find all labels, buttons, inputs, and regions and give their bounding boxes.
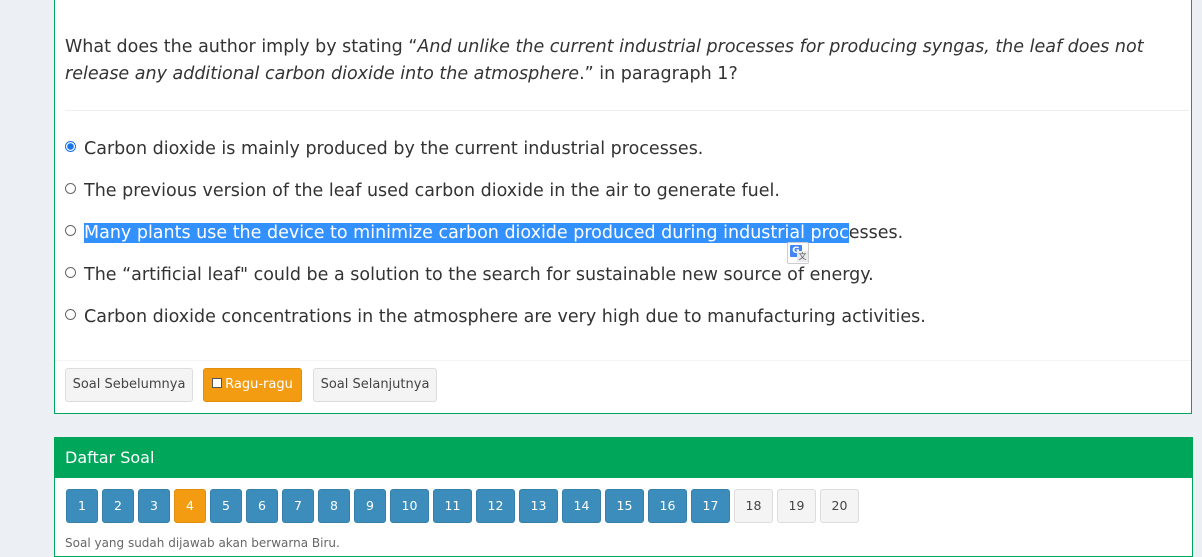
translate-char-glyph: 文 <box>797 251 808 262</box>
next-question-button[interactable]: Soal Selanjutnya <box>313 368 437 402</box>
selected-text-highlight: Many plants use the device to minimize c… <box>84 223 849 243</box>
question-number-button[interactable]: 20 <box>820 489 859 523</box>
answer-option-e[interactable]: Carbon dioxide concentrations in the atm… <box>65 296 926 338</box>
question-number-button[interactable]: 7 <box>282 489 314 523</box>
answer-options: Carbon dioxide is mainly produced by the… <box>65 128 926 338</box>
question-number-button[interactable]: 8 <box>318 489 350 523</box>
question-suffix: .” in paragraph 1? <box>579 64 738 84</box>
question-number-button[interactable]: 12 <box>476 489 515 523</box>
question-number-grid: 1 2 3 4 5 6 7 8 9 10 11 12 13 14 15 16 17 18 19 20 <box>66 489 859 523</box>
legend-note: Soal yang sudah dijawab akan berwarna Bi… <box>65 536 340 550</box>
google-translate-icon[interactable]: G 文 <box>787 242 809 264</box>
question-list-panel: Daftar Soal 1 2 3 4 5 6 7 8 9 10 11 12 13 14 15 16 17 18 1… <box>54 437 1193 557</box>
option-label-rest: esses. <box>848 223 904 243</box>
answer-option-d[interactable]: The “artificial leaf" could be a solutio… <box>65 254 926 296</box>
question-panel: What does the author imply by stating “A… <box>54 0 1192 414</box>
question-number-button[interactable]: 6 <box>246 489 278 523</box>
divider <box>55 360 1191 361</box>
question-number-button[interactable]: 11 <box>433 489 472 523</box>
question-quote: And unlike the current industrial proces… <box>65 37 1144 84</box>
answer-option-c[interactable]: Many plants use the device to minimize c… <box>65 212 926 254</box>
checkbox-icon[interactable] <box>212 378 223 388</box>
option-label: Many plants use the device to minimize c… <box>84 223 903 243</box>
divider <box>65 110 1189 111</box>
question-number-button[interactable]: 4 <box>174 489 206 523</box>
question-prefix: What does the author imply by stating “ <box>65 37 418 57</box>
question-number-button[interactable]: 17 <box>691 489 730 523</box>
doubtful-label: Ragu-ragu <box>225 377 293 392</box>
question-text: What does the author imply by stating “A… <box>65 34 1165 88</box>
question-number-button[interactable]: 2 <box>102 489 134 523</box>
question-number-button[interactable]: 5 <box>210 489 242 523</box>
question-number-button[interactable]: 19 <box>777 489 816 523</box>
doubtful-button[interactable]: Ragu-ragu <box>203 368 302 402</box>
question-number-button[interactable]: 10 <box>390 489 429 523</box>
question-number-button[interactable]: 1 <box>66 489 98 523</box>
radio-button[interactable] <box>65 183 76 194</box>
radio-button-selected[interactable] <box>65 141 76 152</box>
question-number-button[interactable]: 9 <box>354 489 386 523</box>
radio-button[interactable] <box>65 309 76 320</box>
question-number-button[interactable]: 14 <box>562 489 601 523</box>
option-label: The previous version of the leaf used ca… <box>84 181 780 201</box>
radio-button[interactable] <box>65 225 76 236</box>
answer-option-b[interactable]: The previous version of the leaf used ca… <box>65 170 926 212</box>
question-number-button[interactable]: 16 <box>648 489 687 523</box>
radio-button[interactable] <box>65 267 76 278</box>
option-label: Carbon dioxide concentrations in the atm… <box>84 307 926 327</box>
question-number-button[interactable]: 13 <box>519 489 558 523</box>
question-list-title: Daftar Soal <box>55 438 1192 478</box>
option-label: Carbon dioxide is mainly produced by the… <box>84 139 704 159</box>
option-label: The “artificial leaf" could be a solutio… <box>84 265 874 285</box>
question-number-button[interactable]: 15 <box>605 489 644 523</box>
answer-option-a[interactable]: Carbon dioxide is mainly produced by the… <box>65 128 926 170</box>
previous-question-button[interactable]: Soal Sebelumnya <box>65 368 193 402</box>
question-number-button[interactable]: 18 <box>734 489 773 523</box>
question-number-button[interactable]: 3 <box>138 489 170 523</box>
